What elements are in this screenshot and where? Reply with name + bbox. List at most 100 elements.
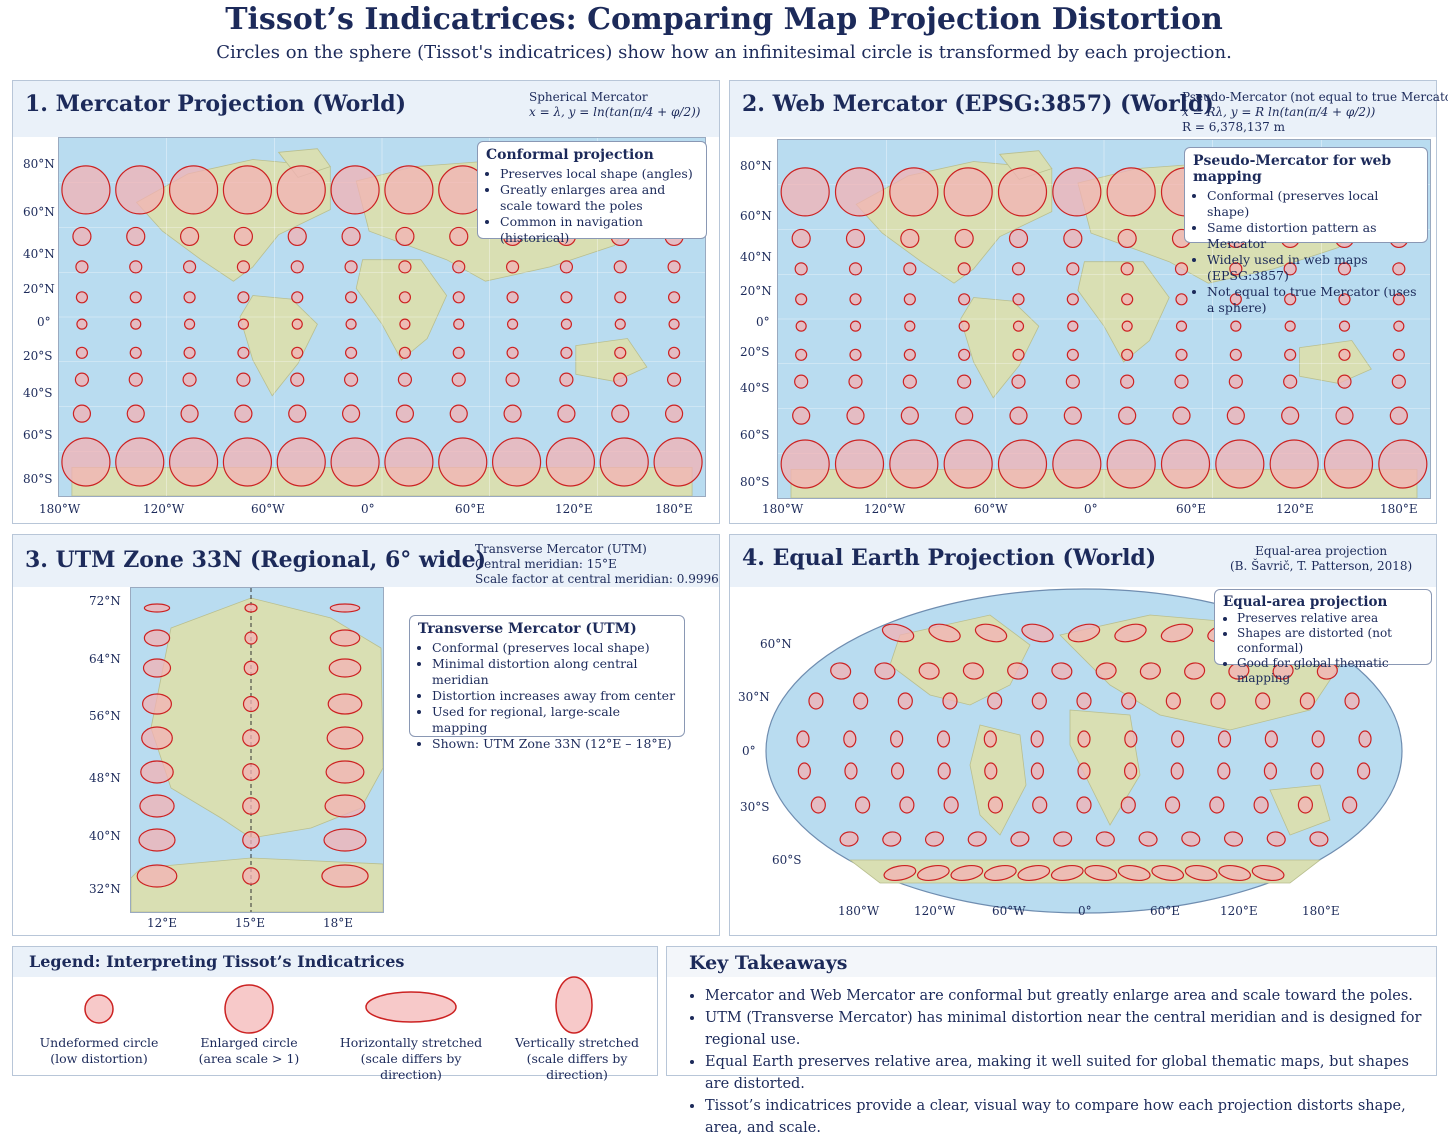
tissot-ellipse (808, 692, 824, 710)
tissot-circle (343, 372, 359, 387)
tissot-ellipse (890, 730, 904, 748)
tissot-circle (904, 320, 916, 332)
tissot-circle (330, 165, 380, 215)
tissot-circle (848, 374, 863, 389)
tissot-circle (614, 346, 627, 359)
tissot-circle (1269, 439, 1319, 489)
tissot-circle (182, 372, 197, 387)
tissot-circle (903, 293, 916, 306)
tissot-ellipse (1170, 762, 1184, 780)
tissot-circle (668, 318, 680, 330)
webmercator-formula-line: Pseudo-Mercator (not equal to true Merca… (1182, 90, 1448, 104)
legend-item-label: Horizontally stretched (339, 1035, 483, 1050)
tissot-circle (345, 318, 357, 330)
tissot-circle (667, 291, 681, 304)
tissot-circle (242, 695, 260, 713)
info-item: Same distortion pattern as Mercator (1207, 220, 1419, 252)
tissot-circle (505, 260, 520, 274)
lat-label: 80°N (740, 159, 772, 173)
tissot-ellipse (1160, 623, 1194, 643)
tissot-circle (1283, 374, 1298, 389)
lon-label: 120°E (1220, 904, 1258, 918)
tissot-circle (1121, 320, 1133, 332)
tissot-ellipse (1184, 864, 1218, 882)
tissot-circle (344, 291, 358, 304)
mercator-formula-line: x = λ, y = ln(tan(π/4 + φ/2)) (529, 105, 701, 119)
tissot-ellipse (882, 831, 902, 847)
legend-item: Horizontally stretched (scale differs by… (329, 1035, 493, 1083)
tissot-ellipse (1017, 864, 1051, 882)
tissot-circle (384, 165, 434, 215)
tissot-circle (557, 404, 576, 423)
lon-label: 180°E (655, 502, 693, 516)
tissot-circle (130, 318, 142, 330)
lat-label: 80°S (740, 475, 770, 489)
legend-item-label: Enlarged circle (200, 1035, 298, 1050)
tissot-circle (449, 404, 468, 423)
tissot-circle (791, 228, 811, 249)
tissot-circle (1281, 406, 1300, 425)
tissot-ellipse (141, 726, 173, 750)
land-mass (355, 259, 448, 361)
tissot-circle (1063, 228, 1083, 249)
tissot-circle (653, 437, 703, 487)
tissot-circle (1284, 293, 1297, 306)
tissot-circle (129, 291, 142, 304)
tissot-ellipse (1095, 831, 1115, 847)
tissot-ellipse (1297, 796, 1314, 814)
info-item: Shapes are distorted (not conformal) (1237, 626, 1423, 656)
page-title: Tissot’s Indicatrices: Comparing Map Pro… (225, 2, 1223, 37)
tissot-circle (613, 372, 628, 387)
tissot-circle (943, 167, 993, 217)
tissot-ellipse (1210, 692, 1226, 710)
tissot-circle (780, 167, 830, 217)
tissot-circle (958, 320, 970, 332)
tissot-ellipse (142, 658, 172, 678)
tissot-circle (1389, 406, 1408, 425)
tissot-circle (599, 437, 649, 487)
legend-item-label: Vertically stretched (514, 1035, 640, 1050)
tissot-circle (453, 318, 465, 330)
tissot-circle (115, 437, 165, 487)
tissot-circle (398, 346, 412, 359)
tissot-circle (849, 320, 862, 332)
tissot-ellipse (974, 623, 1008, 643)
utm-info-box: Transverse Mercator (UTM) Conformal (pre… (409, 615, 685, 751)
webmercator-panel: 2. Web Mercator (EPSG:3857) (World) Pseu… (729, 80, 1448, 524)
utm-formula: Transverse Mercator (UTM) Central meridi… (475, 542, 719, 587)
tissot-circle (1215, 439, 1265, 489)
tissot-ellipse (1181, 831, 1201, 847)
land-mass (575, 338, 648, 382)
tissot-circle (1337, 374, 1352, 389)
tissot-ellipse (1077, 762, 1091, 780)
tissot-ellipse (1255, 692, 1271, 710)
lat-label: 40°S (23, 386, 53, 400)
tissot-ellipse (1209, 796, 1225, 814)
equalearth-formula-line: Equal-area projection (1255, 544, 1388, 558)
tissot-circle (276, 165, 326, 215)
tissot-ellipse (1309, 831, 1329, 847)
tissot-ellipse (1077, 730, 1091, 748)
tissot-ellipse (983, 730, 997, 748)
tissot-ellipse (139, 794, 175, 818)
tissot-ellipse (1138, 831, 1158, 847)
tissot-circle (291, 346, 304, 359)
equalearth-formula-line: (B. Šavrič, T. Patterson, 2018) (1230, 559, 1413, 573)
lon-label: 120°W (864, 502, 906, 516)
tissot-ellipse (967, 831, 987, 847)
tissot-circle (168, 437, 219, 487)
tissot-circle (795, 293, 808, 306)
legend-item: Vertically stretched (scale differs by d… (497, 1035, 657, 1083)
tissot-circle (997, 167, 1048, 217)
tissot-circle (330, 437, 380, 487)
tissot-circle (236, 372, 251, 387)
tissot-ellipse (1151, 864, 1185, 882)
lon-label: 12°E (147, 916, 178, 930)
tissot-circle (129, 346, 142, 359)
tissot-circle (449, 226, 469, 247)
tissot-circle (242, 729, 260, 747)
tissot-circle (183, 318, 196, 330)
tissot-circle (834, 167, 885, 217)
lon-label: 120°E (1276, 502, 1314, 516)
lat-label: 60°S (772, 853, 802, 867)
